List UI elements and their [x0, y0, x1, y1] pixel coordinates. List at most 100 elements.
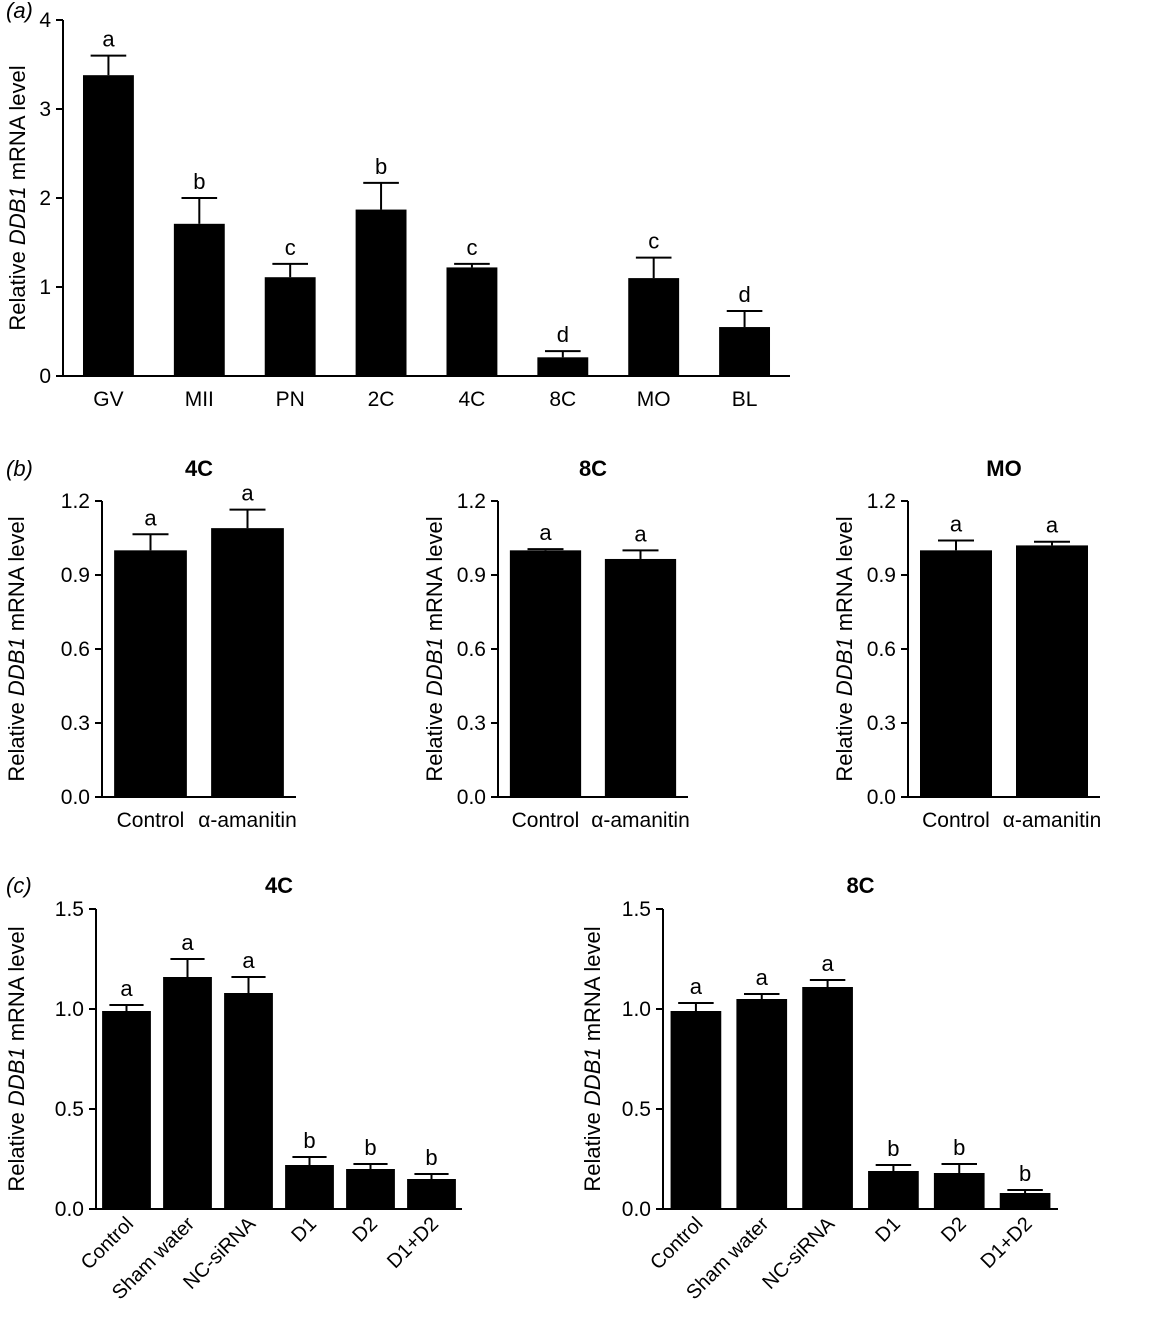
y-tick-label: 0.6 — [457, 638, 486, 661]
y-tick-label: 0.5 — [55, 1098, 84, 1121]
bar — [407, 1179, 456, 1209]
y-axis-label-prefix: Relative — [5, 245, 30, 331]
x-tick-label: NC-siRNA — [758, 1213, 839, 1294]
x-tick-label: 8C — [549, 388, 576, 411]
y-axis-label: Relative DDB1 mRNA level — [832, 516, 857, 781]
y-axis-label-prefix: Relative — [4, 696, 29, 782]
y-axis-label-suffix: mRNA level — [580, 926, 605, 1047]
y-axis-label-gene: DDB1 — [580, 1047, 605, 1106]
significance-label: a — [690, 974, 703, 999]
bar — [999, 1193, 1051, 1209]
significance-label: c — [285, 235, 296, 260]
significance-label: b — [1019, 1161, 1031, 1186]
x-tick-label: D1 — [287, 1213, 321, 1247]
significance-label: b — [193, 169, 205, 194]
significance-label: b — [425, 1145, 437, 1170]
bar — [933, 1173, 985, 1209]
y-axis-label-suffix: mRNA level — [5, 65, 30, 186]
significance-label: a — [756, 965, 769, 990]
bar — [264, 277, 316, 376]
chart-title: 4C — [185, 456, 213, 481]
bar — [802, 987, 853, 1209]
y-tick-label: 3 — [39, 98, 51, 121]
x-tick-label: BL — [732, 388, 758, 411]
y-axis-label-gene: DDB1 — [4, 1047, 29, 1106]
x-tick-label: α-amanitin — [1003, 809, 1102, 832]
bar — [355, 209, 407, 376]
significance-label: a — [950, 511, 963, 536]
x-tick-label: D1+D2 — [383, 1213, 443, 1273]
y-axis-label-suffix: mRNA level — [832, 516, 857, 637]
x-tick-label: α-amanitin — [591, 809, 690, 832]
x-tick-label: 4C — [459, 388, 486, 411]
y-axis-label: Relative DDB1 mRNA level — [5, 65, 30, 330]
bar — [346, 1169, 395, 1209]
chart-panel-0: (a) 0 1 2 3 4 Relative DDB1 mRNA level a GV b MII c… — [5, 0, 790, 411]
y-tick-label: 0.9 — [61, 564, 90, 587]
y-tick-label: 1.5 — [55, 898, 84, 921]
y-tick-label: 0.0 — [867, 786, 896, 809]
significance-label: a — [1046, 513, 1059, 538]
y-tick-label: 4 — [39, 9, 51, 32]
x-tick-label: Control — [77, 1213, 138, 1274]
significance-label: b — [887, 1136, 899, 1161]
y-tick-label: 0.3 — [61, 712, 90, 735]
x-tick-label: Control — [512, 809, 580, 832]
significance-label: d — [557, 322, 569, 347]
significance-label: d — [738, 282, 750, 307]
panel-label: (a) — [6, 0, 33, 23]
y-tick-label: 1.2 — [457, 490, 486, 513]
y-axis-label: Relative DDB1 mRNA level — [4, 516, 29, 781]
y-axis-label-suffix: mRNA level — [4, 516, 29, 637]
y-axis-label-prefix: Relative — [580, 1106, 605, 1192]
bar — [173, 223, 225, 376]
y-axis-label: Relative DDB1 mRNA level — [580, 926, 605, 1191]
chart-panel-5: 8C 0.0 0.5 1.0 1.5 Relative DDB1 mRNA level a C… — [580, 873, 1058, 1304]
bar — [509, 550, 582, 797]
bar — [920, 550, 992, 797]
significance-label: a — [144, 505, 157, 530]
significance-label: a — [539, 520, 552, 545]
bar — [1016, 545, 1088, 797]
significance-label: a — [241, 481, 254, 506]
x-tick-label: GV — [93, 388, 123, 411]
x-tick-label: D2 — [348, 1213, 382, 1247]
significance-label: b — [953, 1135, 965, 1160]
x-tick-label: D1+D2 — [977, 1213, 1037, 1273]
y-tick-label: 0.9 — [457, 564, 486, 587]
y-tick-label: 0 — [39, 365, 51, 388]
chart-title: MO — [986, 456, 1021, 481]
bar — [211, 528, 284, 797]
y-tick-label: 0.0 — [61, 786, 90, 809]
y-axis-label-gene: DDB1 — [832, 637, 857, 696]
chart-panel-4: (c) 4C 0.0 0.5 1.0 1.5 Relative DDB1 mRNA leve… — [4, 873, 462, 1304]
significance-label: b — [375, 154, 387, 179]
y-axis-label: Relative DDB1 mRNA level — [422, 516, 447, 781]
x-tick-label: α-amanitin — [198, 809, 297, 832]
significance-label: a — [120, 976, 133, 1001]
bar — [114, 550, 187, 797]
bar — [868, 1171, 919, 1209]
significance-label: a — [634, 521, 647, 546]
bar — [446, 267, 498, 376]
y-tick-label: 0.3 — [457, 712, 486, 735]
significance-label: b — [303, 1128, 315, 1153]
y-tick-label: 1.2 — [867, 490, 896, 513]
x-tick-label: MO — [637, 388, 671, 411]
chart-panel-3: MO 0.0 0.3 0.6 0.9 1.2 Relative DDB1 mRNA leve… — [832, 456, 1101, 832]
bar — [670, 1011, 722, 1209]
x-tick-label: Control — [117, 809, 185, 832]
chart-title: 8C — [579, 456, 607, 481]
y-tick-label: 1.2 — [61, 490, 90, 513]
y-tick-label: 0.6 — [61, 638, 90, 661]
y-tick-label: 0.3 — [867, 712, 896, 735]
y-tick-label: 0.0 — [622, 1198, 651, 1221]
bar — [224, 993, 273, 1209]
y-axis-label-gene: DDB1 — [4, 637, 29, 696]
y-axis-label-suffix: mRNA level — [4, 926, 29, 1047]
significance-label: c — [466, 235, 477, 260]
bar — [628, 278, 680, 376]
x-tick-label: PN — [276, 388, 305, 411]
y-tick-label: 1.5 — [622, 898, 651, 921]
significance-label: a — [242, 948, 255, 973]
